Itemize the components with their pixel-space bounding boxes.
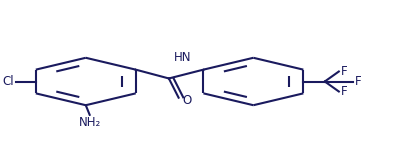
Text: NH₂: NH₂ xyxy=(79,116,101,129)
Text: F: F xyxy=(341,65,348,78)
Text: F: F xyxy=(355,75,361,88)
Text: O: O xyxy=(182,94,192,107)
Text: HN: HN xyxy=(174,52,191,64)
Text: Cl: Cl xyxy=(3,75,14,88)
Text: F: F xyxy=(341,85,348,98)
